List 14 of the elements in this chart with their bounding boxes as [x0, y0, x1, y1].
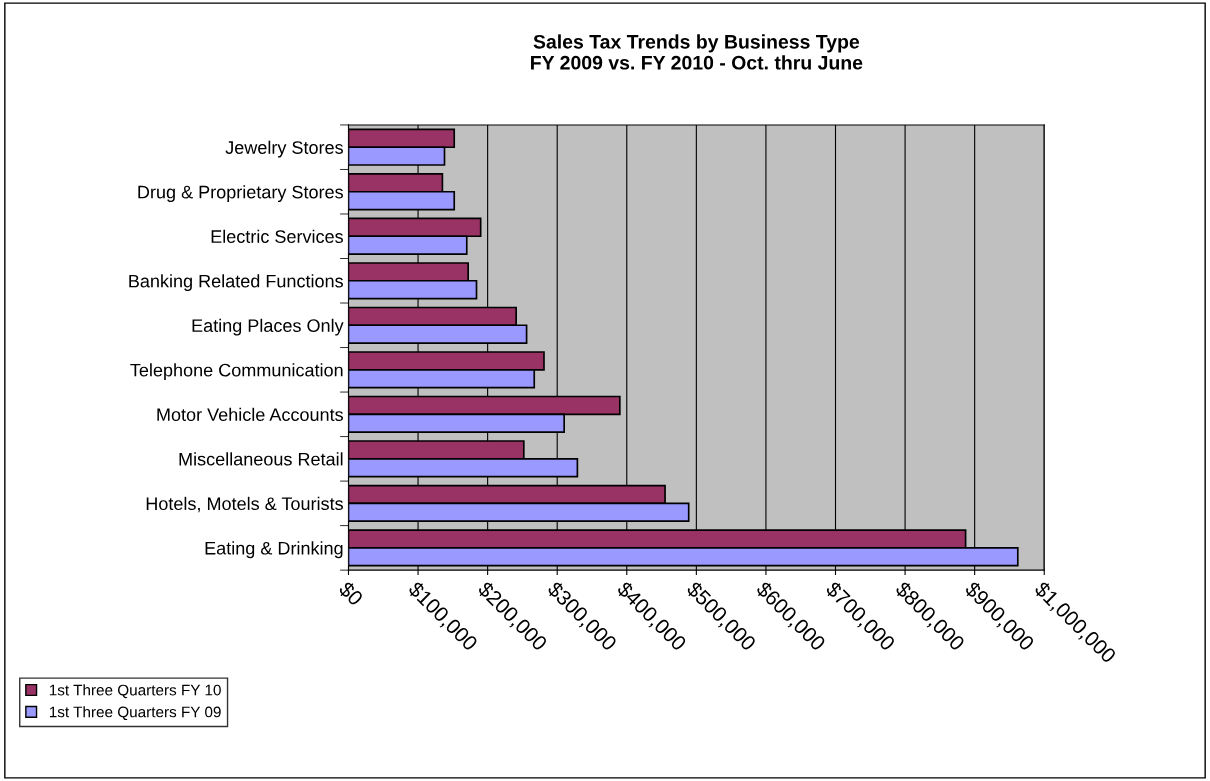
y-tick-label: Drug & Proprietary Stores	[138, 185, 343, 203]
legend-label: 1st Three Quarters FY 10	[49, 684, 221, 699]
y-tick-label: Banking Related Functions	[129, 274, 343, 292]
y-tick-label: Hotels, Motels & Tourists	[146, 496, 343, 513]
chart-title: Sales Tax Trends by Business Type FY 2009 vs. FY 2010 - Oct. thru June	[531, 34, 863, 70]
y-tick-label: Motor Vehicle Accounts	[157, 407, 343, 422]
legend-label: 1st Three Quarters FY 09	[49, 706, 221, 721]
y-tick-label: Electric Services	[211, 229, 343, 243]
y-tick-label: Eating Places Only	[192, 318, 344, 336]
y-tick-label: Telephone Communication	[130, 363, 343, 381]
x-tick-label: $0	[336, 579, 365, 608]
y-tick-label: Miscellaneous Retail	[179, 452, 343, 466]
y-tick-label: Eating & Drinking	[205, 541, 343, 559]
y-tick-label: Jewelry Stores	[225, 140, 343, 158]
